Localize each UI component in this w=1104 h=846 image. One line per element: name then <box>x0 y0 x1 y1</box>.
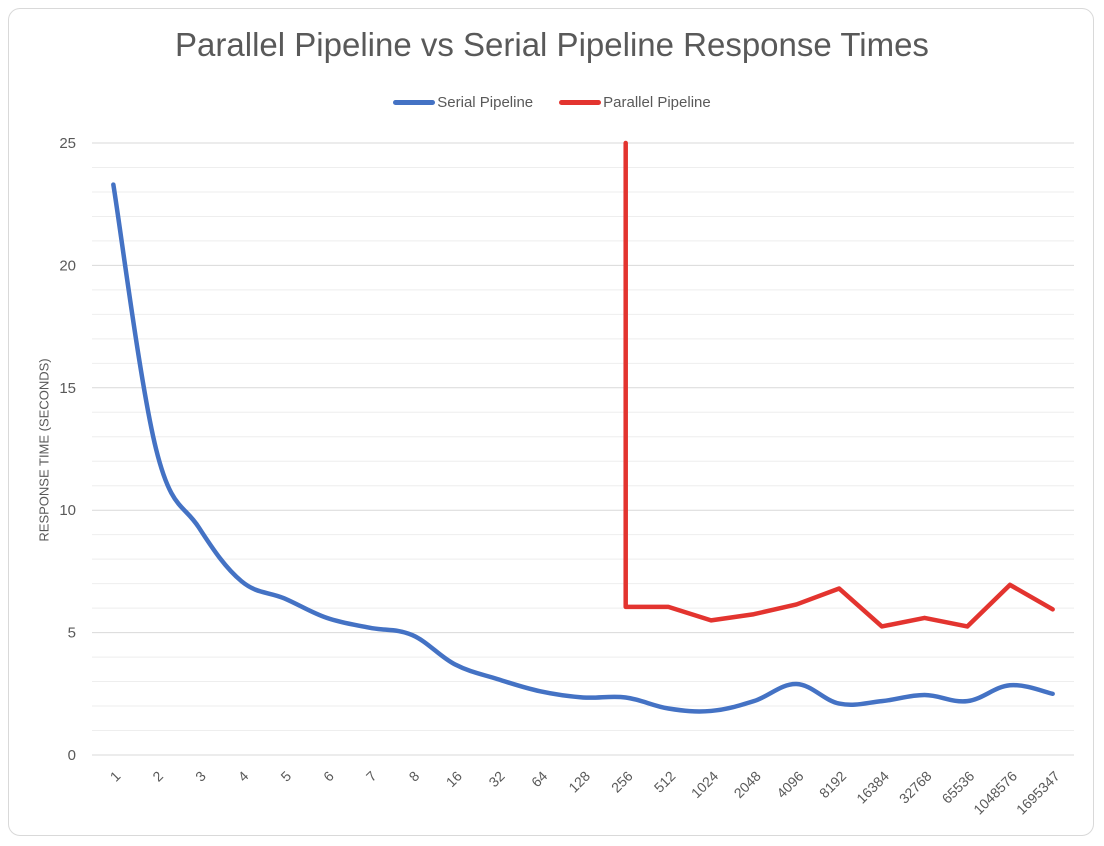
x-tick-label: 32 <box>485 768 507 790</box>
x-tick-label: 256 <box>608 768 636 796</box>
y-tick-label: 0 <box>68 747 76 764</box>
x-tick-label: 65536 <box>939 768 978 807</box>
y-tick-label: 25 <box>59 135 76 152</box>
x-tick-label: 2 <box>149 768 166 785</box>
x-tick-label: 6 <box>320 768 337 785</box>
x-tick-label: 1024 <box>688 768 721 801</box>
x-tick-label: 1048576 <box>970 768 1020 818</box>
x-tick-label: 4096 <box>773 768 806 801</box>
x-tick-label: 4 <box>235 768 252 785</box>
series-line-parallel <box>623 140 1055 629</box>
legend-swatch-serial <box>393 100 436 105</box>
legend: Serial Pipeline Parallel Pipeline <box>0 94 1104 111</box>
x-tick-label: 8 <box>406 768 423 785</box>
y-tick-label: 10 <box>59 502 76 519</box>
x-tick-label: 2048 <box>731 768 764 801</box>
series-line-serial <box>111 182 1055 714</box>
x-tick-label: 8192 <box>816 768 849 801</box>
legend-swatch-parallel <box>559 100 602 105</box>
legend-item-parallel: Parallel Pipeline <box>559 94 711 111</box>
y-tick-label: 5 <box>68 625 76 642</box>
legend-label-parallel: Parallel Pipeline <box>603 94 711 111</box>
y-tick-label: 20 <box>59 257 76 274</box>
legend-item-serial: Serial Pipeline <box>393 94 533 111</box>
x-tick-label: 16 <box>443 768 465 790</box>
x-tick-label: 7 <box>363 768 380 785</box>
x-tick-label: 128 <box>565 768 593 796</box>
chart-title: Parallel Pipeline vs Serial Pipeline Res… <box>175 26 929 63</box>
y-tick-label: 15 <box>59 380 76 397</box>
x-tick-label: 5 <box>277 768 294 785</box>
x-tick-label: 16384 <box>853 768 892 807</box>
x-tick-label: 512 <box>651 768 679 796</box>
x-tick-label: 1 <box>107 768 124 785</box>
x-tick-label: 32768 <box>896 768 935 807</box>
legend-label-serial: Serial Pipeline <box>437 94 534 111</box>
x-tick-label: 3 <box>192 768 209 785</box>
x-tick-label: 1695347 <box>1013 768 1063 818</box>
x-tick-label: 64 <box>528 768 550 790</box>
